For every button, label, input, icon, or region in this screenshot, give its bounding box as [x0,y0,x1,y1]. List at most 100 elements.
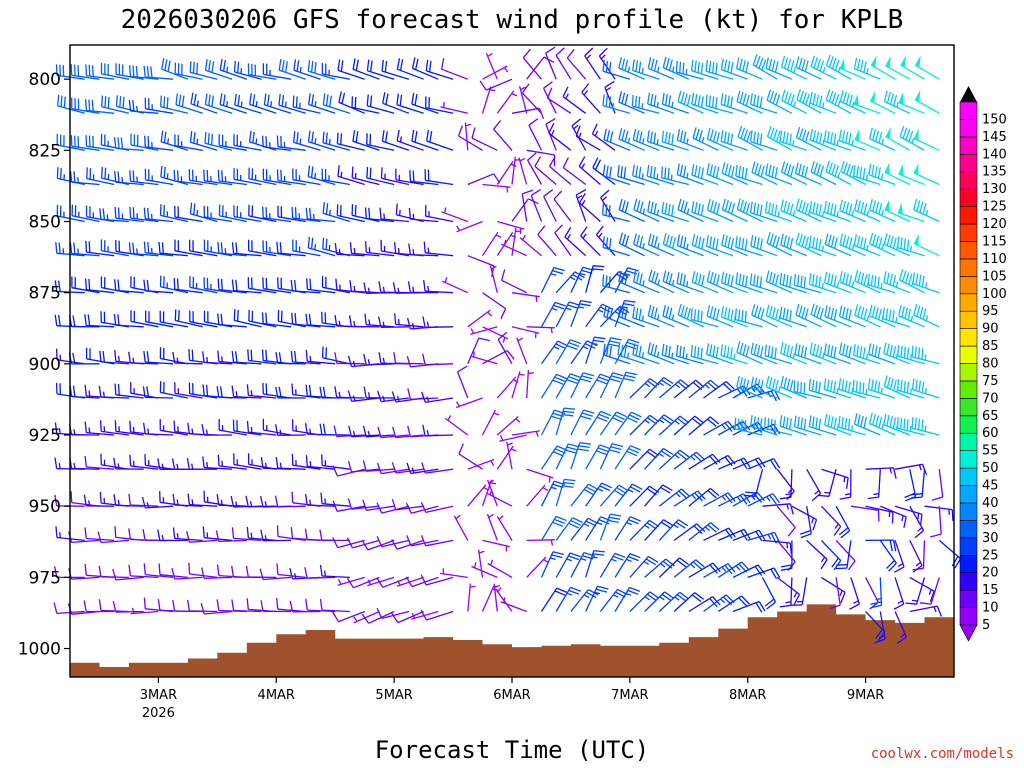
wind-barb [823,130,852,151]
wind-barb [732,600,766,613]
wind-barb [540,515,567,541]
wind-barb [703,420,736,436]
wind-barb [691,271,719,294]
wind-barb [305,455,336,470]
wind-barb [376,576,410,588]
wind-barb [795,56,822,80]
colorbar-swatch [959,345,978,364]
wind-barb [779,577,793,608]
colorbar-swatch [959,520,978,539]
wind-barb [174,309,203,328]
wind-barb [319,598,350,613]
wind-barb [897,236,925,257]
wind-barb [853,234,881,257]
wind-barb [553,190,572,222]
wind-barb [334,243,365,257]
wind-barb [896,416,925,436]
wind-barb [838,342,866,365]
wind-barb [896,379,925,399]
x-tick-label: 9MAR [847,688,884,703]
wind-barb [424,169,454,186]
wind-barb [458,443,483,470]
wind-barb [747,457,781,470]
wind-barb [930,506,942,538]
wind-barb [869,90,896,114]
wind-barb [660,166,689,186]
wind-barb [706,198,734,223]
wind-barb [112,600,144,613]
wind-barb [868,127,896,151]
wind-barb [200,603,233,615]
wind-barb [835,505,851,539]
wind-barb [85,64,115,80]
wind-barb [717,595,750,613]
wind-barb [337,59,365,80]
wind-barb [599,484,629,507]
wind-barb [806,468,822,502]
wind-barb [548,123,572,151]
wind-barb [189,202,218,223]
wind-barb [379,207,409,223]
colorbar-swatch [959,171,978,190]
wind-barb [129,206,159,223]
wind-barb [540,340,569,365]
wind-barb [854,129,881,151]
wind-barb [751,161,778,186]
wind-barb [113,494,144,507]
colorbar-label: 110 [982,252,1007,267]
wind-barb [338,91,365,114]
wind-barb [578,156,601,185]
wind-barb [290,350,321,365]
wind-barb [464,122,472,151]
wind-barb [411,92,439,114]
wind-barb [233,205,262,223]
wind-barb [57,94,85,114]
wind-barb [467,458,495,470]
wind-barb [262,206,292,223]
wind-barb [396,129,424,151]
colorbar-label: 135 [982,165,1007,180]
wind-barb [190,92,218,114]
wind-barb [526,370,534,399]
wind-barb [276,169,306,186]
wind-barb [423,241,454,257]
wind-barb [231,599,262,613]
wind-barb [470,326,498,336]
wind-barb [204,93,233,114]
wind-barb [570,299,592,328]
wind-barb [97,531,129,544]
wind-barb [617,165,645,186]
wind-barb [794,343,822,365]
wind-barb [617,305,645,328]
x-tick-label: 7MAR [611,688,648,703]
wind-barb [411,610,439,620]
wind-barb [276,135,306,151]
wind-barb [526,484,549,507]
wind-barb [99,350,129,365]
wind-barb [85,135,115,151]
wind-barb [516,337,528,365]
wind-barb [581,83,601,114]
wind-barb [749,130,778,151]
wind-barb [322,202,351,223]
wind-barb [867,273,896,294]
wind-barb [362,499,395,511]
wind-barb [688,522,720,541]
wind-barb [321,454,350,470]
wind-barb [143,65,174,80]
wind-barb [734,308,763,328]
wind-barb [336,204,365,223]
wind-barb [602,164,631,186]
wind-barb [141,496,174,509]
wind-barb [174,239,203,257]
wind-barb [690,345,719,365]
wind-barb [219,58,248,80]
wind-barb [603,128,631,151]
colorbar-swatch [959,432,978,451]
wind-barb [585,336,606,364]
wind-barb [332,610,365,623]
wind-barb [161,58,189,80]
colorbar-label: 130 [982,182,1007,197]
colorbar-label: 75 [982,374,999,389]
wind-barb [231,385,262,399]
